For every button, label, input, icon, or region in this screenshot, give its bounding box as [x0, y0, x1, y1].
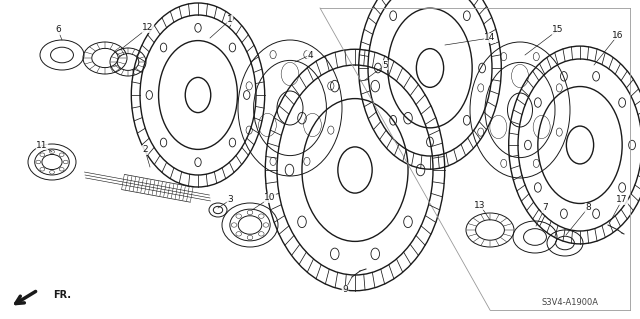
- Text: 9: 9: [342, 286, 348, 294]
- Text: S3V4-A1900A: S3V4-A1900A: [541, 298, 598, 307]
- Text: 11: 11: [36, 140, 48, 150]
- Text: 8: 8: [585, 204, 591, 212]
- Text: 17: 17: [616, 196, 628, 204]
- Text: 6: 6: [55, 26, 61, 34]
- Text: 10: 10: [264, 194, 276, 203]
- Text: 7: 7: [542, 204, 548, 212]
- Text: 13: 13: [474, 201, 486, 210]
- Text: 15: 15: [552, 26, 564, 34]
- Text: 2: 2: [142, 145, 148, 154]
- Text: FR.: FR.: [53, 290, 71, 300]
- Text: 3: 3: [227, 196, 233, 204]
- Text: 5: 5: [382, 61, 388, 70]
- Text: 16: 16: [612, 31, 624, 40]
- Text: 1: 1: [227, 16, 233, 25]
- Text: 4: 4: [307, 50, 313, 60]
- Text: 14: 14: [484, 33, 496, 42]
- Text: 12: 12: [142, 24, 154, 33]
